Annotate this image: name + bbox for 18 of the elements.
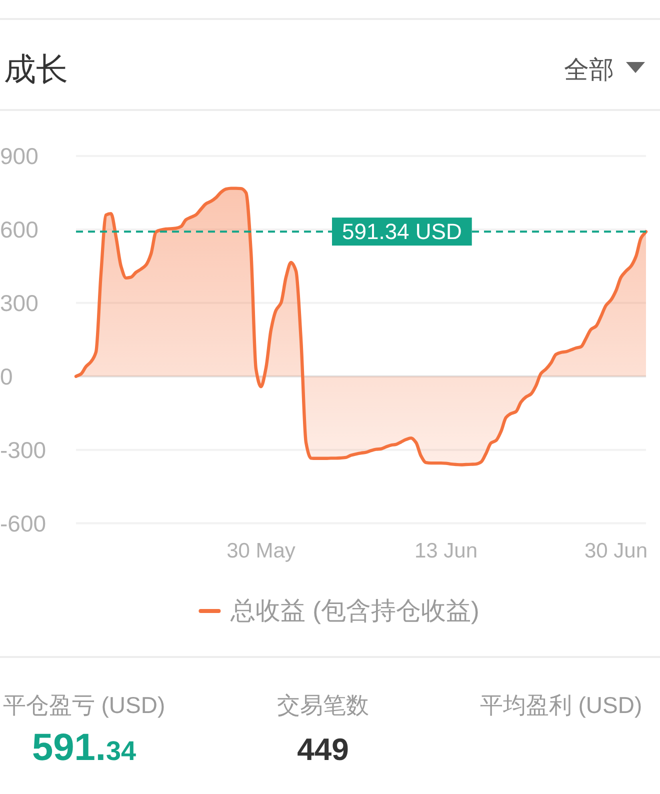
text: 449 xyxy=(297,732,349,767)
x-tick-label: 30 May xyxy=(226,540,296,562)
text: 591.34 xyxy=(32,727,136,769)
ref-line-label: 591.34 USD xyxy=(342,219,462,244)
y-tick-label: 0 xyxy=(0,363,13,390)
y-tick-label: 600 xyxy=(0,216,38,242)
x-tick-label: 13 Jun xyxy=(414,540,478,562)
legend-label: 总收益 (包含持仓收益) xyxy=(230,597,480,625)
y-tick-label: -300 xyxy=(0,436,46,463)
text: 平仓盈亏 (USD) xyxy=(2,692,166,718)
text: 全部 xyxy=(564,56,614,84)
y-tick-label: 900 xyxy=(0,143,38,169)
chart-title: 成长 xyxy=(4,51,68,87)
y-tick-label: 300 xyxy=(0,290,38,316)
text: 平均盈利 (USD) xyxy=(480,692,642,718)
text: 交易笔数 xyxy=(277,692,369,718)
x-tick-label: 30 Jun xyxy=(584,540,648,562)
y-tick-label: -600 xyxy=(0,510,46,536)
